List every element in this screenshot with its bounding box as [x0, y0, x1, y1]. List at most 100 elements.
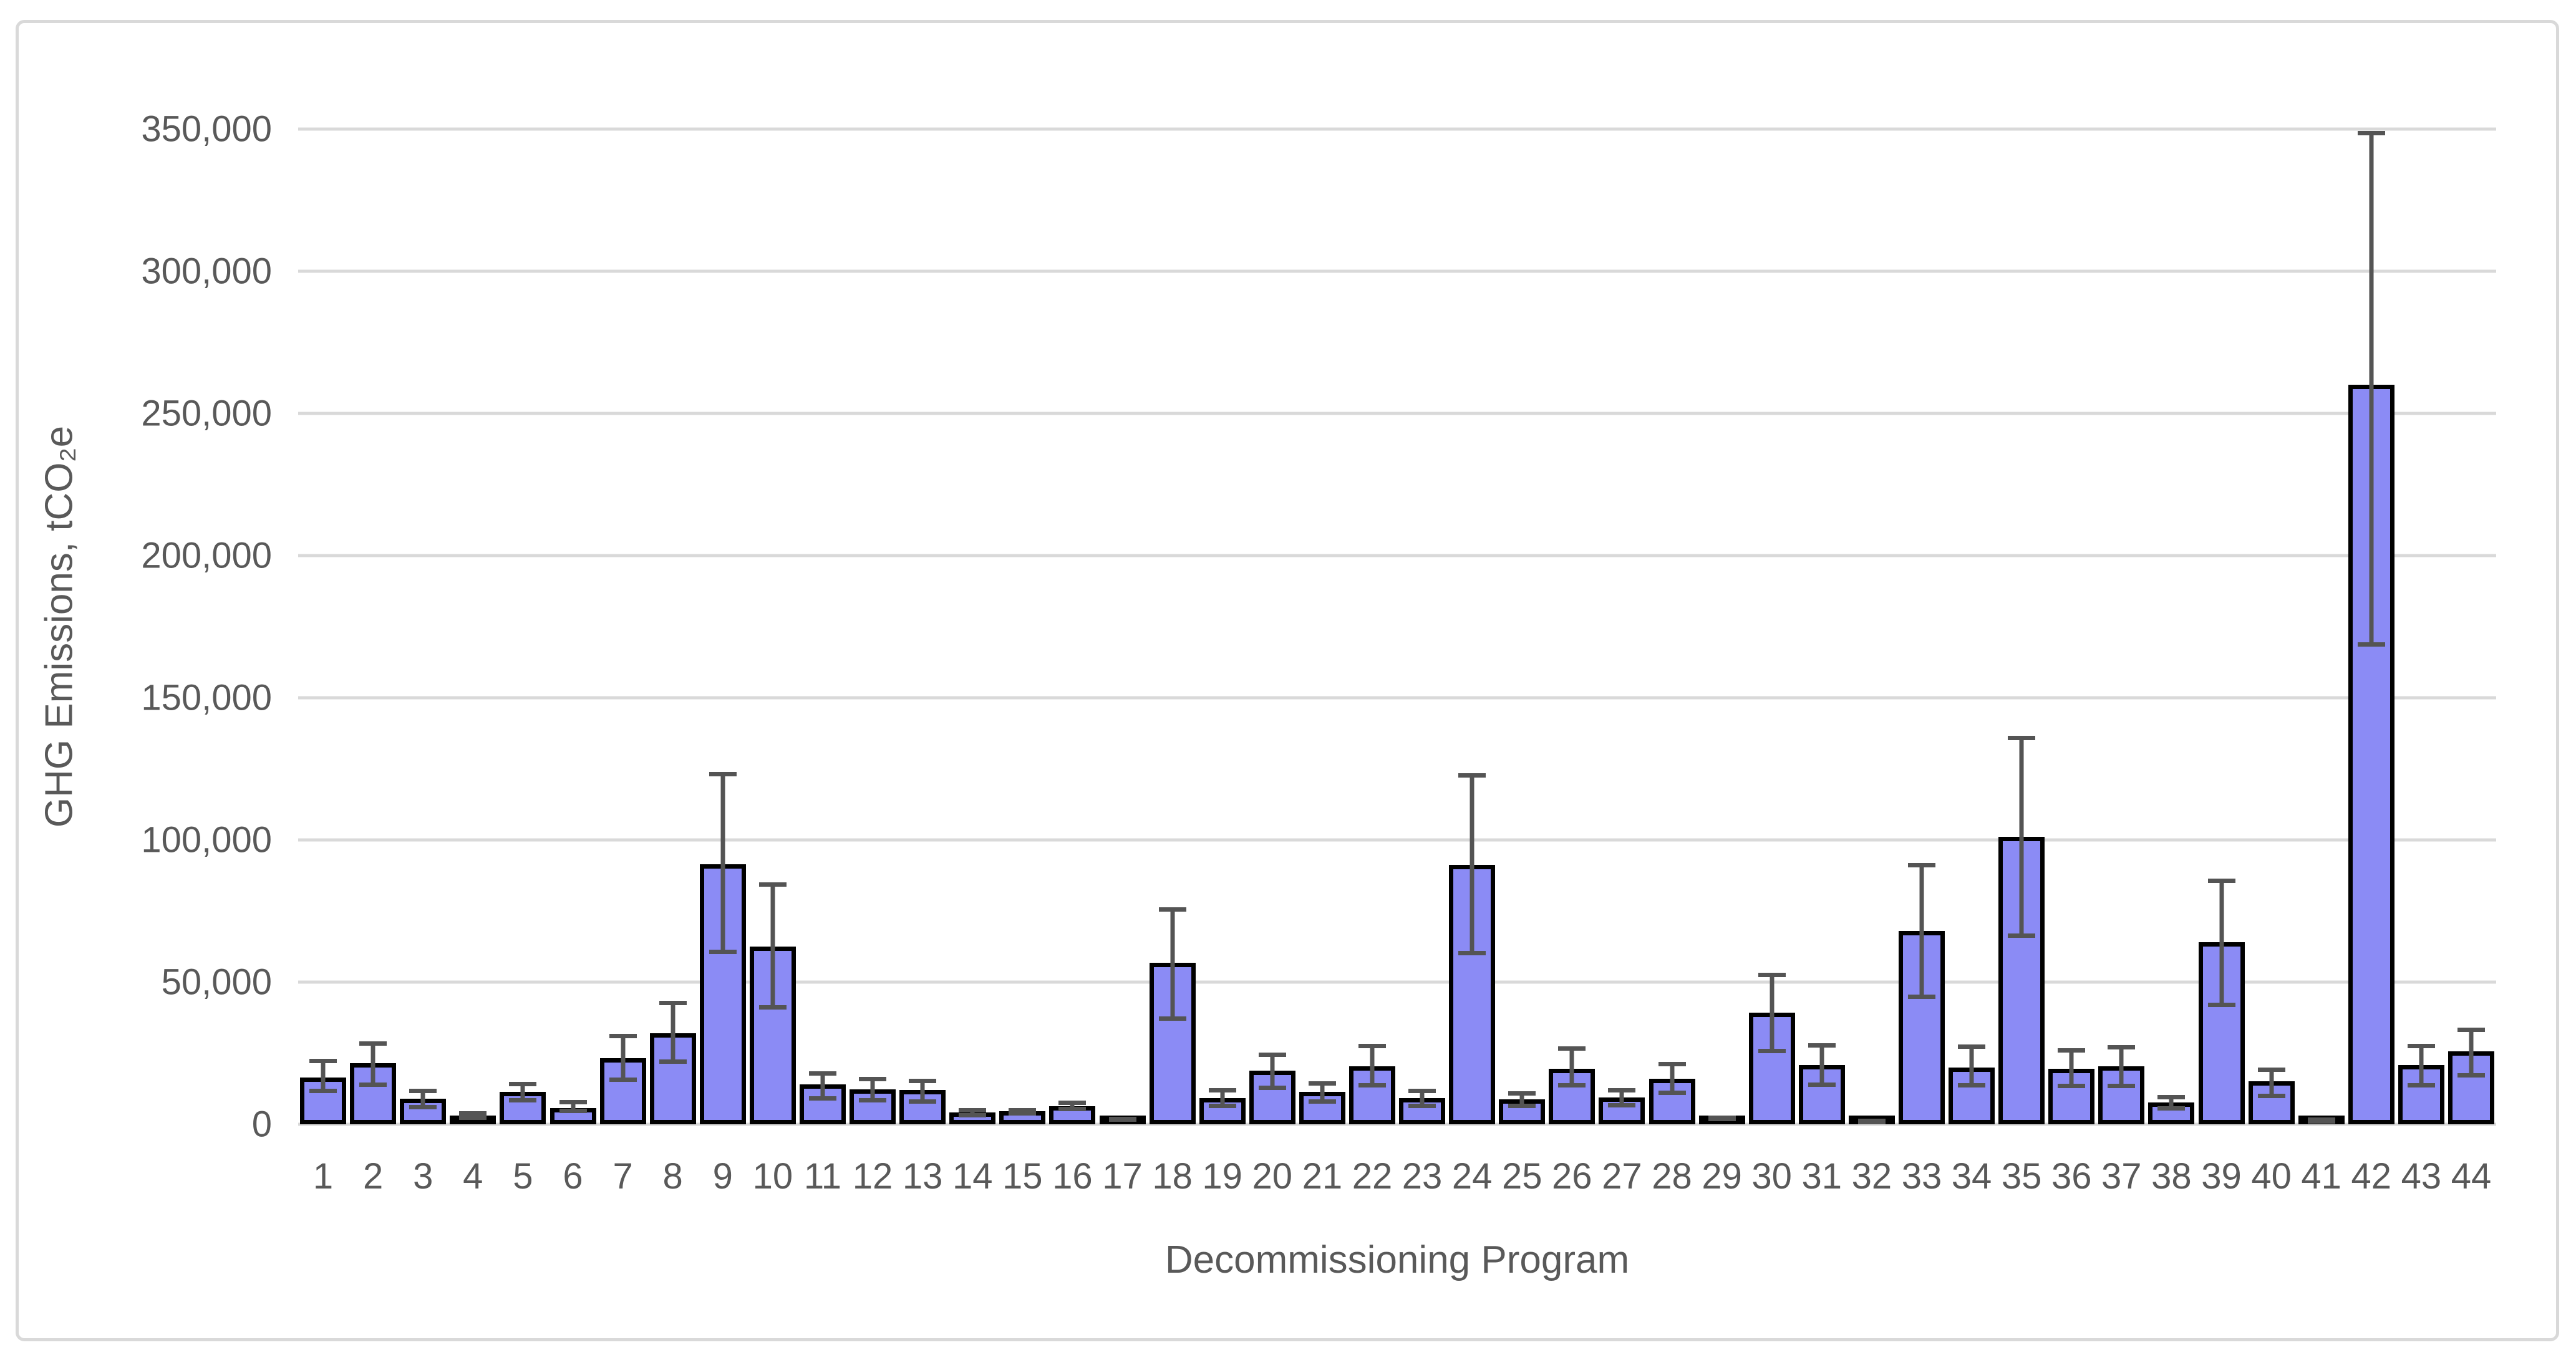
error-bar-program-30 — [1758, 973, 1786, 1054]
error-bar-cap-top — [859, 1076, 887, 1081]
error-bar-cap-bottom — [1758, 1049, 1786, 1054]
error-bar-program-33 — [1907, 862, 1935, 999]
error-bar-line — [2469, 1027, 2474, 1078]
error-bar-cap-top — [2207, 879, 2235, 884]
error-bar-program-39 — [2207, 879, 2235, 1007]
error-bar-line — [820, 1071, 825, 1101]
error-bar-cap-bottom — [1808, 1082, 1836, 1087]
error-bar-cap-bottom — [1408, 1103, 1436, 1108]
x-tick-label: 24 — [1451, 1156, 1493, 1197]
error-bar-line — [1270, 1053, 1275, 1091]
error-bar-program-4 — [459, 1111, 487, 1120]
error-bar-cap-top — [709, 772, 737, 777]
error-bar-line — [1569, 1046, 1574, 1087]
gridline — [298, 127, 2496, 131]
x-tick-label: 21 — [1302, 1156, 1343, 1197]
error-bar-cap-top — [1658, 1061, 1686, 1066]
error-bar-cap-top — [959, 1108, 987, 1112]
error-bar-cap-top — [1758, 973, 1786, 978]
error-bar-cap-bottom — [1358, 1083, 1386, 1087]
error-bar-line — [321, 1059, 326, 1093]
x-tick-label: 9 — [712, 1156, 733, 1197]
error-bar-cap-top — [1208, 1088, 1236, 1093]
error-bar-line — [370, 1041, 375, 1087]
x-axis-title: Decommissioning Program — [1165, 1238, 1630, 1281]
error-bar-line — [1420, 1088, 1425, 1108]
error-bar-program-6 — [559, 1099, 587, 1114]
x-tick-label: 18 — [1152, 1156, 1193, 1197]
error-bar-cap-bottom — [1458, 950, 1486, 955]
bar-program-22 — [1349, 1066, 1395, 1124]
error-bar-program-20 — [1258, 1053, 1286, 1091]
x-tick-label: 35 — [2001, 1156, 2042, 1197]
error-bar-program-31 — [1808, 1043, 1836, 1087]
gridline — [298, 696, 2496, 700]
y-tick-label: 100,000 — [141, 819, 272, 861]
error-bar-cap-bottom — [1108, 1117, 1136, 1122]
error-bar-program-9 — [709, 772, 737, 955]
error-bar-cap-top — [1907, 862, 1935, 867]
error-bar-program-17 — [1108, 1117, 1136, 1122]
error-bar-cap-top — [1558, 1046, 1586, 1051]
error-bar-program-7 — [609, 1033, 637, 1082]
x-tick-label: 20 — [1252, 1156, 1293, 1197]
error-bar-line — [1819, 1043, 1824, 1087]
error-bar-program-27 — [1608, 1088, 1636, 1107]
error-bar-program-5 — [509, 1081, 537, 1102]
gridline — [298, 1122, 2496, 1126]
error-bar-program-21 — [1308, 1081, 1336, 1104]
error-bar-cap-bottom — [1857, 1118, 1886, 1123]
error-bar-line — [1170, 907, 1175, 1021]
x-tick-label: 15 — [1002, 1156, 1043, 1197]
error-bar-program-43 — [2407, 1043, 2435, 1087]
error-bar-cap-bottom — [1608, 1102, 1636, 1107]
error-bar-cap-top — [409, 1088, 437, 1093]
bar-program-43 — [2398, 1065, 2444, 1124]
error-bar-cap-bottom — [309, 1088, 337, 1093]
error-bar-cap-top — [2108, 1045, 2136, 1050]
x-tick-label: 37 — [2101, 1156, 2142, 1197]
error-bar-cap-bottom — [2207, 1002, 2235, 1007]
error-bar-line — [2269, 1068, 2274, 1099]
x-tick-label: 2 — [362, 1156, 384, 1197]
error-bar-cap-bottom — [1308, 1099, 1336, 1104]
error-bar-cap-bottom — [1058, 1107, 1087, 1112]
error-bar-program-12 — [859, 1076, 887, 1102]
x-tick-label: 25 — [1501, 1156, 1542, 1197]
error-bar-program-16 — [1058, 1101, 1087, 1112]
error-bar-line — [1619, 1088, 1624, 1107]
gridline — [298, 980, 2496, 984]
error-bar-cap-bottom — [2157, 1106, 2186, 1111]
error-bar-program-37 — [2108, 1045, 2136, 1089]
error-bar-program-32 — [1857, 1118, 1886, 1125]
x-tick-label: 11 — [803, 1156, 842, 1197]
error-bar-cap-top — [1308, 1081, 1336, 1086]
error-bar-line — [1969, 1044, 1974, 1087]
error-bar-cap-top — [2058, 1048, 2086, 1053]
x-tick-label: 43 — [2401, 1156, 2442, 1197]
error-bar-program-10 — [758, 882, 787, 1010]
x-tick-labels: 1 2 3 4 5 6 7 8 9 10 11 12 13 14 15 16 17 18 19 20 21 22 23 24 2… — [298, 1155, 2496, 1199]
error-bar-cap-bottom — [409, 1104, 437, 1109]
x-tick-label: 19 — [1202, 1156, 1242, 1197]
error-bar-line — [1320, 1081, 1325, 1104]
error-bar-cap-top — [1808, 1043, 1836, 1048]
error-bar-line — [1670, 1061, 1674, 1096]
error-bar-program-11 — [808, 1071, 836, 1101]
x-tick-label: 8 — [662, 1156, 683, 1197]
error-bar-cap-bottom — [559, 1109, 587, 1114]
x-tick-label: 16 — [1052, 1156, 1093, 1197]
error-bar-line — [770, 882, 775, 1010]
y-tick-label: 350,000 — [141, 108, 272, 150]
error-bar-cap-bottom — [2407, 1083, 2435, 1087]
error-bar-program-3 — [409, 1088, 437, 1109]
y-tick-label: 300,000 — [141, 251, 272, 292]
gridline — [298, 269, 2496, 273]
error-bar-program-25 — [1508, 1091, 1536, 1108]
gridline — [298, 412, 2496, 415]
x-tick-label: 23 — [1402, 1156, 1443, 1197]
error-bar-line — [2419, 1043, 2424, 1087]
bar-program-20 — [1249, 1070, 1295, 1124]
x-tick-label: 10 — [752, 1156, 793, 1197]
x-tick-label: 1 — [312, 1156, 334, 1197]
